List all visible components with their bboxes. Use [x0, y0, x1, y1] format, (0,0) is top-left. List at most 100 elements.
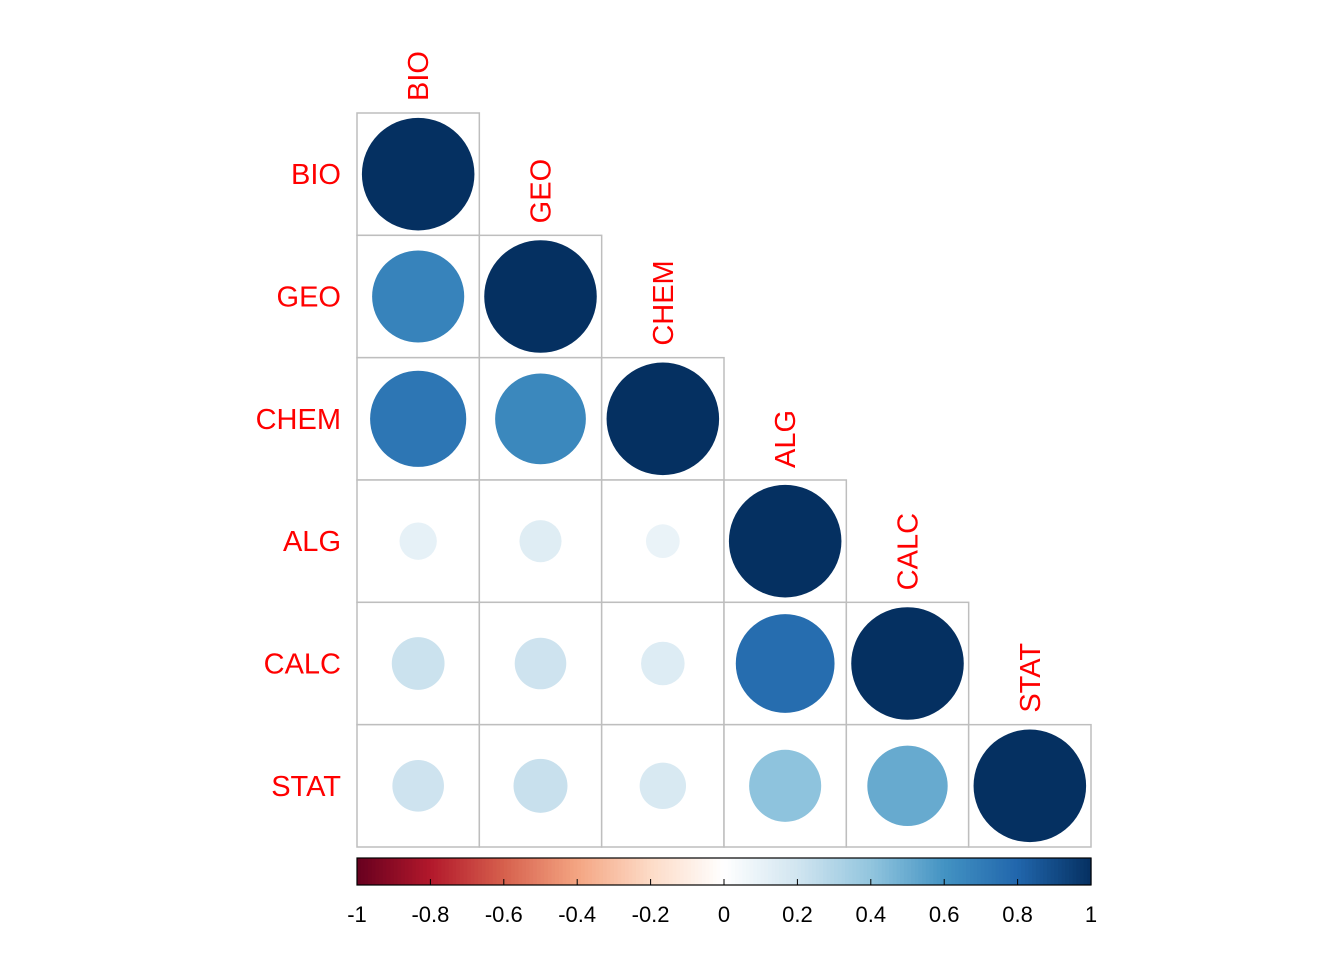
colorbar-segment [694, 858, 699, 885]
colorbar-segment [437, 858, 443, 885]
correlation-circle [728, 484, 842, 598]
colorbar-segment [390, 858, 395, 885]
correlation-circle [399, 522, 437, 560]
colorbar-segment [705, 858, 710, 885]
colorbar-segment [595, 858, 600, 885]
colorbar-segment [1087, 858, 1092, 885]
correlation-circle [484, 240, 597, 353]
colorbar-segment [551, 858, 556, 885]
colorbar-segment [393, 858, 398, 885]
colorbar-segment [779, 858, 784, 885]
correlation-circle [867, 745, 948, 827]
colorbar-segment [481, 858, 487, 885]
colorbar-segment [1050, 858, 1055, 885]
colorbar-segment [731, 858, 736, 885]
column-label: ALG [770, 410, 802, 468]
colorbar-tick-label: -0.4 [558, 902, 596, 927]
colorbar-segment [742, 858, 747, 885]
colorbar-segment [955, 858, 960, 885]
colorbar-segment [643, 858, 648, 885]
colorbar-segment [529, 858, 534, 885]
colorbar-segment [856, 858, 861, 885]
colorbar-segment [540, 858, 545, 885]
colorbar-segment [1032, 858, 1037, 885]
colorbar-segment [771, 858, 776, 885]
colorbar-segment [489, 858, 494, 885]
colorbar-segment [867, 858, 872, 885]
colorbar-segment [382, 858, 387, 885]
colorbar-segment [1061, 858, 1066, 885]
colorbar-segment [881, 858, 887, 885]
colorbar-segment [768, 858, 773, 885]
colorbar-segment [863, 858, 868, 885]
colorbar-segment [650, 858, 655, 885]
colorbar-tick-label: -0.8 [411, 902, 449, 927]
colorbar-segment [635, 858, 641, 885]
colorbar-tick-label: 0.2 [782, 902, 813, 927]
colorbar-segment [749, 858, 754, 885]
colorbar-segment [724, 858, 729, 885]
colorbar-segment [632, 858, 637, 885]
correlation-circle [606, 362, 720, 476]
colorbar-segment [404, 858, 409, 885]
colorbar-segment [672, 858, 677, 885]
row-label: ALG [283, 526, 341, 558]
colorbar-segment [492, 858, 498, 885]
colorbar-segment [679, 858, 685, 885]
colorbar-segment [566, 858, 571, 885]
colorbar-segment [1043, 858, 1048, 885]
colorbar-segment [668, 858, 674, 885]
correlation-circle [370, 370, 467, 467]
colorbar-segment [485, 858, 490, 885]
colorbar-segment [474, 858, 479, 885]
colorbar-segment [911, 858, 916, 885]
colorbar-segment [834, 858, 839, 885]
colorbar-segment [712, 858, 718, 885]
colorbar-segment [988, 858, 993, 885]
colorbar-segment [415, 858, 420, 885]
correlation-circle [749, 749, 822, 822]
colorbar-segment [746, 858, 751, 885]
column-label: GEO [526, 159, 558, 223]
colorbar-segment [423, 858, 428, 885]
colorbar-segment [826, 858, 832, 885]
colorbar-segment [819, 858, 824, 885]
colorbar-segment [514, 858, 520, 885]
colorbar-segment [606, 858, 611, 885]
colorbar-segment [525, 858, 531, 885]
row-label: GEO [277, 282, 341, 314]
colorbar-segment [591, 858, 597, 885]
colorbar-segment [775, 858, 780, 885]
colorbar-tick-label: -0.6 [485, 902, 523, 927]
colorbar-segment [870, 858, 876, 885]
correlation-circle [361, 117, 475, 231]
colorbar-segment [544, 858, 549, 885]
correlation-circle [514, 637, 567, 690]
colorbar-segment [536, 858, 542, 885]
colorbar-segment [507, 858, 512, 885]
correlation-circle [851, 607, 964, 720]
colorbar-segment [613, 858, 619, 885]
colorbar-segment [907, 858, 912, 885]
colorbar-segment [1039, 858, 1044, 885]
colorbar-segment [845, 858, 850, 885]
colorbar-segment [401, 858, 406, 885]
colorbar-segment [1013, 858, 1019, 885]
colorbar-segment [588, 858, 593, 885]
colorbar-segment [815, 858, 821, 885]
colorbar-segment [360, 858, 365, 885]
colorbar-segment [973, 858, 978, 885]
colorbar-segment [1010, 858, 1015, 885]
column-label: BIO [403, 51, 435, 101]
colorbar-segment [463, 858, 468, 885]
correlation-circle [973, 729, 1087, 843]
colorbar-segment [478, 858, 483, 885]
colorbar-segment [676, 858, 681, 885]
colorbar-segment [602, 858, 608, 885]
row-label: BIO [291, 159, 341, 191]
colorbar-segment [936, 858, 942, 885]
colorbar-segment [995, 858, 1000, 885]
colorbar-segment [1079, 858, 1085, 885]
correlation-circle [639, 762, 687, 810]
colorbar-segment [793, 858, 798, 885]
